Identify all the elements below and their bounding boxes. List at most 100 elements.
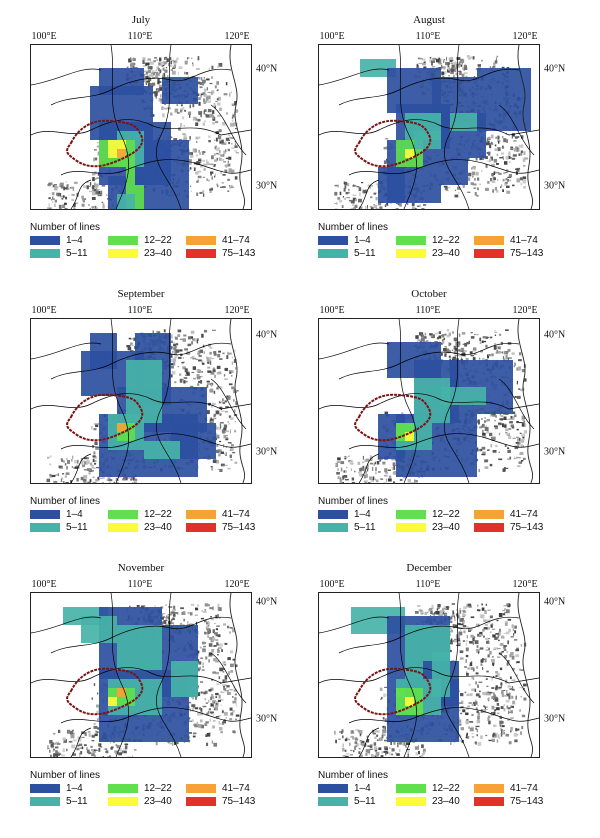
density-cell: [135, 185, 144, 194]
density-cell: [414, 724, 423, 733]
density-cell: [387, 607, 396, 616]
density-cell: [432, 140, 441, 149]
density-cell: [108, 203, 117, 209]
density-cell: [108, 441, 117, 450]
density-cell: [423, 149, 432, 158]
density-cell: [468, 459, 477, 468]
density-cell: [180, 405, 189, 414]
density-cell: [423, 414, 432, 423]
density-cell: [180, 679, 189, 688]
density-cell: [459, 387, 468, 396]
map-canvas: [31, 319, 251, 483]
density-cell: [198, 432, 207, 441]
legend-item: 5–11: [30, 248, 88, 260]
density-cell: [450, 405, 459, 414]
density-cell: [153, 715, 162, 724]
map-panel-september: September 100°E 110°E 120°E 40°N 30°N Number o…: [30, 288, 308, 556]
map-panel-october: October 100°E 110°E 120°E 40°N 30°N Number of …: [318, 288, 596, 556]
density-cell: [162, 468, 171, 477]
density-cell: [423, 423, 432, 432]
density-cell: [117, 670, 126, 679]
density-cell: [171, 432, 180, 441]
density-cell: [153, 176, 162, 185]
legend-title: Number of lines: [30, 770, 101, 781]
density-cell: [153, 203, 162, 209]
legend-item: 23–40: [108, 796, 172, 808]
coastline: [229, 319, 245, 483]
density-cell: [153, 697, 162, 706]
density-cell: [522, 77, 531, 86]
density-cell: [450, 432, 459, 441]
density-cell: [99, 688, 108, 697]
density-cell: [162, 77, 171, 86]
density-cell: [126, 688, 135, 697]
density-cell: [117, 369, 126, 378]
map-canvas: [31, 593, 251, 757]
density-cell: [117, 652, 126, 661]
density-cell: [180, 706, 189, 715]
density-cell: [423, 122, 432, 131]
density-cell: [90, 104, 99, 113]
density-cell: [378, 616, 387, 625]
density-cell: [405, 158, 414, 167]
density-cell: [108, 670, 117, 679]
legend-label: 23–40: [144, 522, 172, 533]
density-cell: [441, 643, 450, 652]
density-cell: [171, 697, 180, 706]
density-cell: [144, 441, 153, 450]
density-cell: [99, 86, 108, 95]
density-cell: [378, 432, 387, 441]
density-cell: [126, 459, 135, 468]
density-cell: [162, 333, 171, 342]
density-cell: [423, 387, 432, 396]
density-cell: [432, 77, 441, 86]
density-cell: [207, 441, 216, 450]
density-cell: [171, 405, 180, 414]
density-cell: [135, 95, 144, 104]
density-cell: [144, 643, 153, 652]
density-cell: [432, 131, 441, 140]
density-cell: [441, 706, 450, 715]
density-cell: [387, 724, 396, 733]
map-frame: [318, 592, 540, 758]
density-cell: [405, 414, 414, 423]
density-cell: [108, 679, 117, 688]
density-cell: [144, 405, 153, 414]
density-cell: [432, 414, 441, 423]
density-cell: [459, 104, 468, 113]
legend: Number of lines 1–4 5–11 12–22 23–40 41–74 75–…: [318, 770, 588, 820]
density-cell: [135, 140, 144, 149]
density-cell: [450, 176, 459, 185]
density-cell: [405, 688, 414, 697]
density-cell: [486, 405, 495, 414]
density-cell: [90, 342, 99, 351]
density-cell: [432, 441, 441, 450]
density-cell: [441, 158, 450, 167]
density-cell: [180, 661, 189, 670]
legend-item: 23–40: [108, 522, 172, 534]
density-cell: [99, 95, 108, 104]
density-cell: [423, 167, 432, 176]
density-cell: [99, 661, 108, 670]
density-cell: [396, 468, 405, 477]
density-cell: [81, 387, 90, 396]
density-cell: [162, 450, 171, 459]
density-cell: [135, 468, 144, 477]
density-cell: [495, 104, 504, 113]
legend-swatch: [396, 523, 426, 532]
density-cell: [423, 194, 432, 203]
density-cell: [144, 185, 153, 194]
density-cell: [423, 86, 432, 95]
density-cell: [405, 176, 414, 185]
province-borders: [31, 319, 251, 483]
density-cell: [126, 131, 135, 140]
density-cell: [450, 423, 459, 432]
density-cell: [387, 194, 396, 203]
density-cell: [414, 360, 423, 369]
density-cell: [99, 131, 108, 140]
density-cell: [396, 149, 405, 158]
coastline: [517, 319, 533, 483]
density-cell: [99, 387, 108, 396]
density-cell: [414, 194, 423, 203]
density-cell: [108, 724, 117, 733]
